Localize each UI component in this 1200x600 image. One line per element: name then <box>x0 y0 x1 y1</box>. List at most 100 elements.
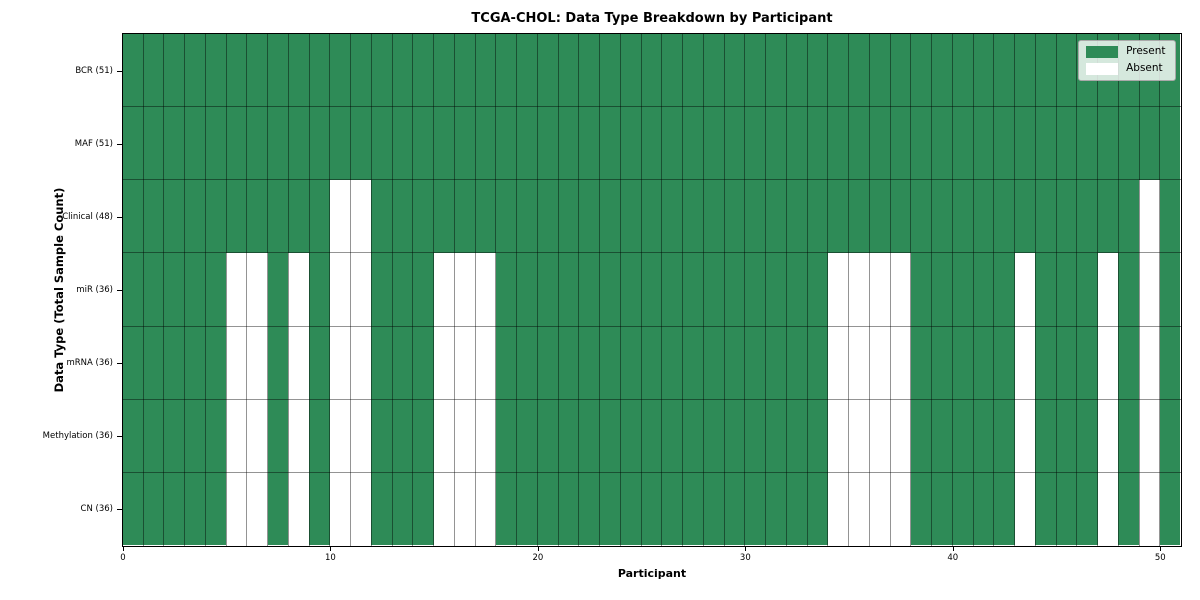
gridline-vertical <box>702 33 704 546</box>
cell-mRNA-p1 <box>143 326 164 400</box>
cell-mRNA-p44 <box>1035 326 1057 400</box>
cell-BCR-p26 <box>661 33 683 107</box>
cell-Methylation-p20 <box>537 399 559 473</box>
cell-Methylation-p1 <box>143 399 164 473</box>
gridline-vertical <box>661 33 663 546</box>
cell-mRNA-p36 <box>869 326 891 400</box>
cell-mRNA-p35 <box>848 326 870 400</box>
gridline-vertical <box>848 33 850 546</box>
cell-miR-p37 <box>890 252 911 327</box>
cell-MAF-p8 <box>288 106 310 180</box>
cell-CN-p50 <box>1159 472 1181 546</box>
cell-CN-p32 <box>786 472 808 546</box>
cell-mRNA-p13 <box>392 326 413 400</box>
cell-miR-p10 <box>329 252 351 327</box>
legend: Present Absent <box>1078 39 1176 81</box>
cell-mRNA-p30 <box>744 326 766 400</box>
cell-Clinical-p23 <box>599 179 621 253</box>
cell-Methylation-p32 <box>786 399 808 473</box>
cell-BCR-p32 <box>786 33 808 107</box>
cell-miR-p24 <box>620 252 642 327</box>
cell-CN-p40 <box>952 472 974 546</box>
cell-MAF-p37 <box>890 106 911 180</box>
cell-miR-p17 <box>475 252 496 327</box>
cell-miR-p21 <box>558 252 579 327</box>
cell-miR-p31 <box>765 252 787 327</box>
cell-CN-p17 <box>475 472 496 546</box>
gridline-horizontal <box>122 179 1181 181</box>
cell-miR-p45 <box>1056 252 1077 327</box>
cell-Methylation-p13 <box>392 399 413 473</box>
cell-CN-p8 <box>288 472 310 546</box>
cell-mRNA-p34 <box>827 326 849 400</box>
cell-BCR-p12 <box>371 33 393 107</box>
cell-mRNA-p14 <box>412 326 434 400</box>
cell-mRNA-p11 <box>350 326 372 400</box>
gridline-vertical <box>184 33 186 546</box>
gridline-horizontal <box>122 252 1181 254</box>
cell-miR-p44 <box>1035 252 1057 327</box>
cell-Clinical-p12 <box>371 179 393 253</box>
cell-CN-p13 <box>392 472 413 546</box>
gridline-vertical <box>889 33 891 546</box>
cell-Clinical-p32 <box>786 179 808 253</box>
cell-Clinical-p39 <box>931 179 953 253</box>
cell-MAF-p1 <box>143 106 164 180</box>
cell-miR-p34 <box>827 252 849 327</box>
cell-CN-p15 <box>433 472 455 546</box>
cell-CN-p6 <box>246 472 268 546</box>
gridline-vertical <box>827 33 829 546</box>
cell-MAF-p36 <box>869 106 891 180</box>
gridline-vertical <box>1159 33 1161 546</box>
cell-CN-p22 <box>578 472 600 546</box>
cell-miR-p0 <box>122 252 144 327</box>
cell-Methylation-p31 <box>765 399 787 473</box>
cell-Methylation-p14 <box>412 399 434 473</box>
cell-Clinical-p6 <box>246 179 268 253</box>
cell-BCR-p7 <box>267 33 289 107</box>
cell-BCR-p23 <box>599 33 621 107</box>
cell-MAF-p13 <box>392 106 413 180</box>
cell-mRNA-p2 <box>163 326 185 400</box>
cell-miR-p48 <box>1118 252 1139 327</box>
gridline-vertical <box>391 33 393 546</box>
cell-miR-p3 <box>184 252 206 327</box>
gridline-vertical <box>412 33 414 546</box>
y-tick-mark <box>117 143 122 145</box>
cell-CN-p1 <box>143 472 164 546</box>
cell-Methylation-p24 <box>620 399 642 473</box>
cell-Clinical-p27 <box>682 179 704 253</box>
cell-miR-p18 <box>495 252 517 327</box>
cell-Methylation-p4 <box>205 399 227 473</box>
cell-Clinical-p26 <box>661 179 683 253</box>
cell-mRNA-p27 <box>682 326 704 400</box>
cell-Methylation-p5 <box>226 399 247 473</box>
cell-miR-p43 <box>1014 252 1036 327</box>
cell-CN-p48 <box>1118 472 1139 546</box>
cell-miR-p23 <box>599 252 621 327</box>
cell-Clinical-p47 <box>1097 179 1119 253</box>
cell-Clinical-p50 <box>1159 179 1181 253</box>
cell-Clinical-p15 <box>433 179 455 253</box>
cell-CN-p0 <box>122 472 144 546</box>
cell-Clinical-p4 <box>205 179 227 253</box>
cell-CN-p5 <box>226 472 247 546</box>
gridline-horizontal <box>122 398 1181 400</box>
cell-CN-p7 <box>267 472 289 546</box>
cell-Clinical-p16 <box>454 179 476 253</box>
cell-mRNA-p19 <box>516 326 538 400</box>
cell-Clinical-p2 <box>163 179 185 253</box>
x-tick-label-50: 50 <box>1154 553 1166 563</box>
gridline-vertical <box>868 33 870 546</box>
cell-miR-p49 <box>1139 252 1160 327</box>
gridline-vertical <box>225 33 227 546</box>
cell-MAF-p23 <box>599 106 621 180</box>
cell-BCR-p17 <box>475 33 496 107</box>
cell-MAF-p26 <box>661 106 683 180</box>
cell-miR-p27 <box>682 252 704 327</box>
cell-MAF-p5 <box>226 106 247 180</box>
cell-Clinical-p28 <box>703 179 725 253</box>
cell-MAF-p38 <box>910 106 932 180</box>
gridline-vertical <box>931 33 933 546</box>
cell-miR-p6 <box>246 252 268 327</box>
